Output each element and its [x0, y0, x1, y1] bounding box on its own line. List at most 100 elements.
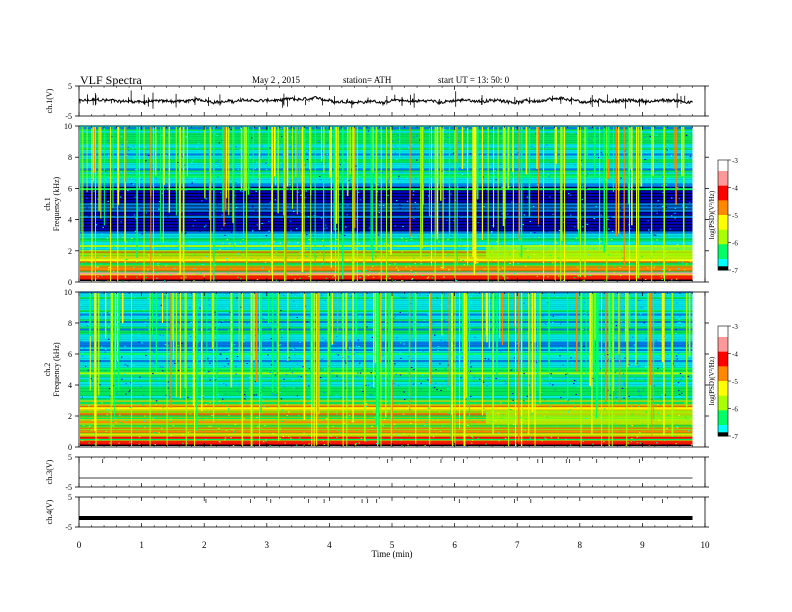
- noise-pixel: [322, 280, 325, 282]
- noise-pixel: [340, 379, 342, 381]
- noise-pixel: [84, 346, 86, 348]
- noise-pixel: [206, 358, 209, 360]
- noise-pixel: [560, 249, 563, 251]
- noise-pixel: [435, 348, 437, 350]
- noise-pixel: [447, 348, 449, 350]
- noise-pixel: [133, 214, 136, 216]
- noise-pixel: [296, 363, 298, 365]
- colorbar-segment: [718, 253, 728, 256]
- noise-pixel: [573, 277, 576, 279]
- x-tick-label: 7: [515, 540, 520, 550]
- noise-pixel: [359, 270, 362, 272]
- colorbar-segment: [718, 364, 728, 367]
- noise-pixel: [337, 295, 339, 297]
- noise-pixel: [489, 166, 491, 168]
- noise-pixel: [221, 321, 223, 323]
- colorbar-segment: [718, 384, 728, 387]
- noise-pixel: [393, 129, 396, 131]
- noise-pixel: [324, 295, 326, 297]
- noise-pixel: [426, 420, 428, 422]
- noise-pixel: [500, 253, 502, 255]
- noise-pixel: [360, 206, 362, 208]
- noise-pixel: [211, 400, 213, 402]
- noise-pixel: [315, 256, 317, 258]
- noise-pixel: [482, 176, 485, 178]
- noise-pixel: [400, 357, 402, 359]
- noise-pixel: [101, 233, 103, 235]
- noise-pixel: [447, 412, 450, 414]
- noise-pixel: [318, 176, 321, 178]
- noise-pixel: [554, 401, 557, 403]
- colorbar-segment: [718, 371, 728, 375]
- noise-pixel: [307, 434, 310, 436]
- noise-pixel: [192, 179, 195, 181]
- noise-pixel: [138, 436, 141, 438]
- noise-pixel: [407, 147, 410, 149]
- noise-pixel: [544, 399, 547, 401]
- noise-pixel: [207, 209, 210, 211]
- noise-pixel: [355, 248, 358, 250]
- colorbar-segment: [718, 399, 728, 402]
- noise-pixel: [249, 293, 252, 295]
- noise-pixel: [657, 367, 659, 369]
- noise-pixel: [415, 304, 418, 306]
- noise-pixel: [157, 264, 160, 266]
- noise-pixel: [210, 171, 213, 173]
- noise-pixel: [570, 357, 572, 359]
- noise-pixel: [100, 313, 103, 315]
- colorbar-segment: [718, 174, 728, 177]
- noise-pixel: [413, 274, 416, 276]
- noise-pixel: [635, 275, 637, 277]
- noise-pixel: [96, 376, 99, 378]
- noise-pixel: [523, 302, 525, 304]
- noise-pixel: [323, 392, 326, 394]
- noise-pixel: [264, 404, 266, 406]
- noise-pixel: [484, 358, 487, 360]
- noise-pixel: [289, 220, 292, 222]
- noise-pixel: [256, 312, 259, 314]
- noise-pixel: [656, 244, 659, 246]
- colorbar-segment: [718, 377, 728, 380]
- noise-pixel: [146, 127, 148, 129]
- noise-pixel: [226, 181, 229, 183]
- noise-pixel: [332, 276, 334, 278]
- noise-pixel: [371, 425, 374, 427]
- noise-pixel: [447, 239, 449, 241]
- noise-pixel: [412, 194, 415, 196]
- noise-pixel: [108, 437, 111, 439]
- noise-pixel: [477, 222, 479, 224]
- noise-pixel: [511, 201, 513, 203]
- y-tick-label: 5: [68, 493, 72, 502]
- colorbar-segment: [718, 222, 728, 225]
- noise-pixel: [210, 145, 213, 147]
- noise-pixel: [283, 378, 285, 380]
- noise-pixel: [600, 414, 602, 416]
- noise-pixel: [485, 413, 487, 415]
- noise-pixel: [249, 156, 252, 158]
- noise-pixel: [275, 139, 278, 141]
- noise-pixel: [338, 330, 341, 332]
- noise-pixel: [104, 351, 106, 353]
- noise-pixel: [654, 171, 656, 173]
- noise-pixel: [552, 213, 554, 215]
- emission-line: [80, 436, 693, 439]
- noise-pixel: [357, 339, 360, 341]
- noise-pixel: [349, 340, 351, 342]
- noise-pixel: [489, 171, 491, 173]
- noise-pixel: [689, 261, 692, 263]
- noise-pixel: [106, 414, 109, 416]
- colorbar-tick-label: -4: [732, 185, 738, 193]
- noise-pixel: [661, 268, 664, 270]
- noise-pixel: [677, 248, 679, 250]
- ch3-y-axis-label: ch.3(V): [45, 459, 54, 484]
- noise-pixel: [672, 363, 675, 365]
- noise-pixel: [676, 302, 678, 304]
- noise-pixel: [292, 379, 294, 381]
- noise-pixel: [537, 404, 539, 406]
- noise-pixel: [430, 428, 432, 430]
- noise-pixel: [418, 165, 421, 167]
- noise-pixel: [446, 338, 449, 340]
- noise-pixel: [651, 167, 654, 169]
- noise-pixel: [274, 243, 276, 245]
- noise-pixel: [103, 357, 105, 359]
